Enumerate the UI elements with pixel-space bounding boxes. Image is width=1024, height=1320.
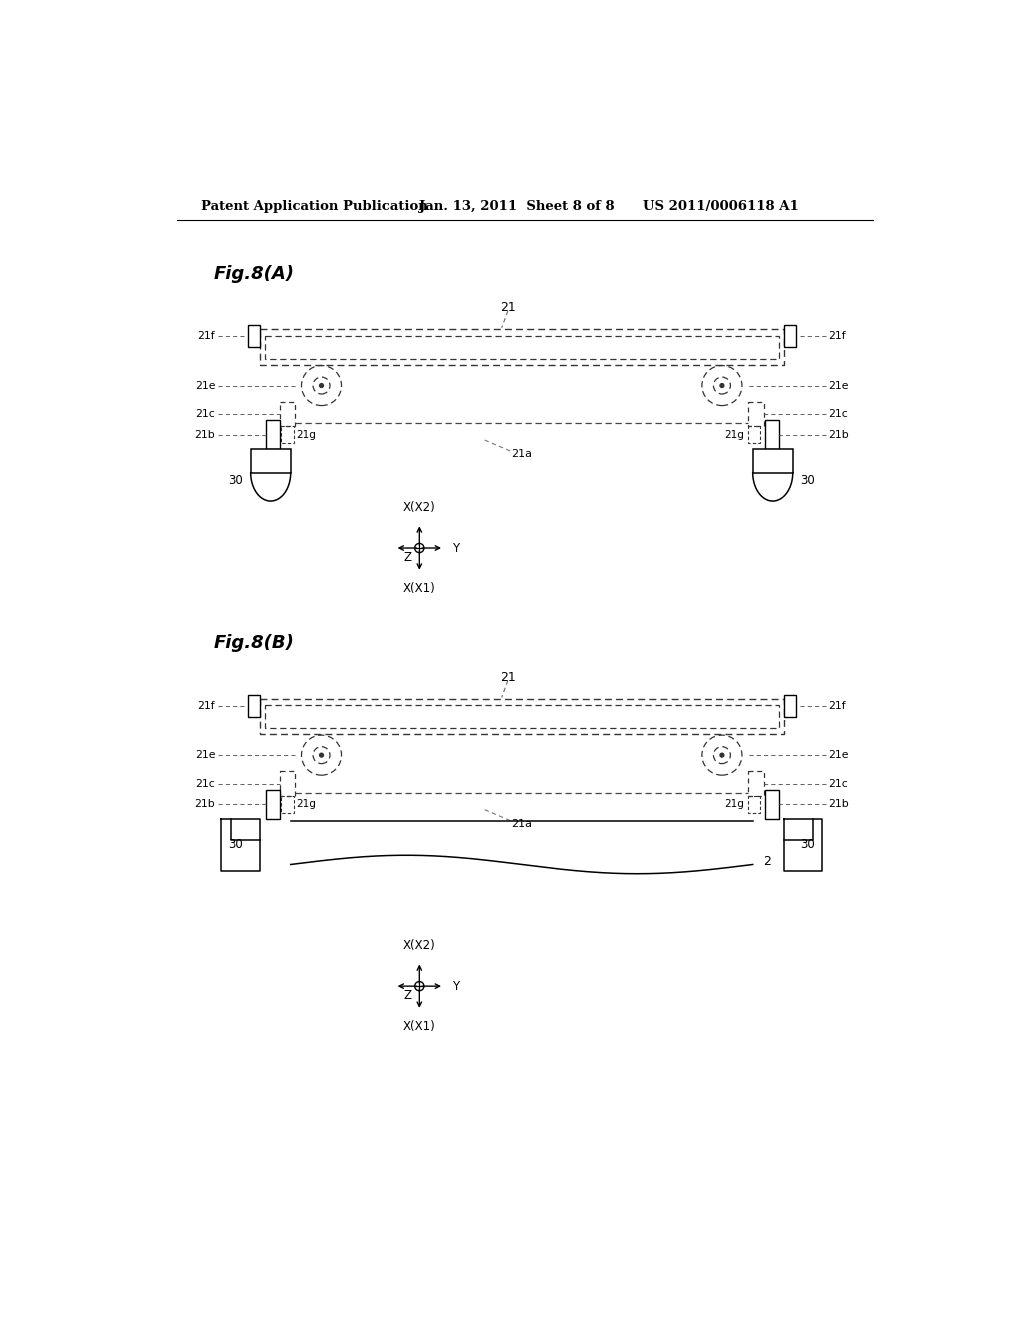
Text: Z: Z	[403, 989, 412, 1002]
Text: 21c: 21c	[828, 779, 848, 788]
Text: 21b: 21b	[828, 430, 849, 440]
Text: 21b: 21b	[828, 800, 849, 809]
Text: 21g: 21g	[724, 800, 744, 809]
Text: Fig.8(B): Fig.8(B)	[214, 635, 295, 652]
Text: Y: Y	[452, 979, 459, 993]
Polygon shape	[248, 326, 260, 347]
Text: Jan. 13, 2011  Sheet 8 of 8: Jan. 13, 2011 Sheet 8 of 8	[419, 201, 615, 214]
Text: 21: 21	[500, 301, 516, 314]
Text: 21e: 21e	[195, 380, 215, 391]
Polygon shape	[765, 789, 779, 818]
Text: 21b: 21b	[195, 430, 215, 440]
Text: 30: 30	[228, 474, 243, 487]
Text: 21a: 21a	[511, 818, 532, 829]
Text: 30: 30	[801, 838, 815, 851]
Text: Patent Application Publication: Patent Application Publication	[202, 201, 428, 214]
Text: 21e: 21e	[828, 380, 849, 391]
Polygon shape	[783, 326, 796, 347]
Text: X(X2): X(X2)	[402, 502, 435, 515]
Text: X(X2): X(X2)	[402, 940, 435, 952]
Text: 21f: 21f	[198, 701, 215, 711]
Text: 21a: 21a	[511, 449, 532, 459]
Polygon shape	[753, 449, 793, 473]
Text: 21g: 21g	[296, 430, 316, 440]
Polygon shape	[765, 420, 779, 449]
Polygon shape	[251, 449, 291, 473]
Circle shape	[319, 384, 324, 388]
Circle shape	[720, 754, 724, 758]
Text: Fig.8(A): Fig.8(A)	[214, 265, 295, 282]
Polygon shape	[783, 696, 796, 717]
Text: Y: Y	[452, 541, 459, 554]
Circle shape	[319, 754, 324, 758]
Text: 21f: 21f	[828, 331, 846, 342]
Text: 21c: 21c	[196, 409, 215, 418]
Text: 2: 2	[764, 855, 771, 869]
Text: X(X1): X(X1)	[402, 1020, 435, 1034]
Text: 21f: 21f	[198, 331, 215, 342]
Text: 30: 30	[228, 838, 243, 851]
Text: 21c: 21c	[196, 779, 215, 788]
Polygon shape	[266, 789, 280, 818]
Text: X(X1): X(X1)	[402, 582, 435, 595]
Text: Z: Z	[403, 550, 412, 564]
Text: 21e: 21e	[195, 750, 215, 760]
Text: US 2011/0006118 A1: US 2011/0006118 A1	[643, 201, 799, 214]
Text: 21e: 21e	[828, 750, 849, 760]
Circle shape	[720, 384, 724, 388]
Text: 30: 30	[801, 474, 815, 487]
Polygon shape	[248, 696, 260, 717]
Text: 21: 21	[500, 671, 516, 684]
Text: 21c: 21c	[828, 409, 848, 418]
Text: 21g: 21g	[724, 430, 744, 440]
Polygon shape	[266, 420, 280, 449]
Text: 21f: 21f	[828, 701, 846, 711]
Text: 21b: 21b	[195, 800, 215, 809]
Text: 21g: 21g	[296, 800, 316, 809]
